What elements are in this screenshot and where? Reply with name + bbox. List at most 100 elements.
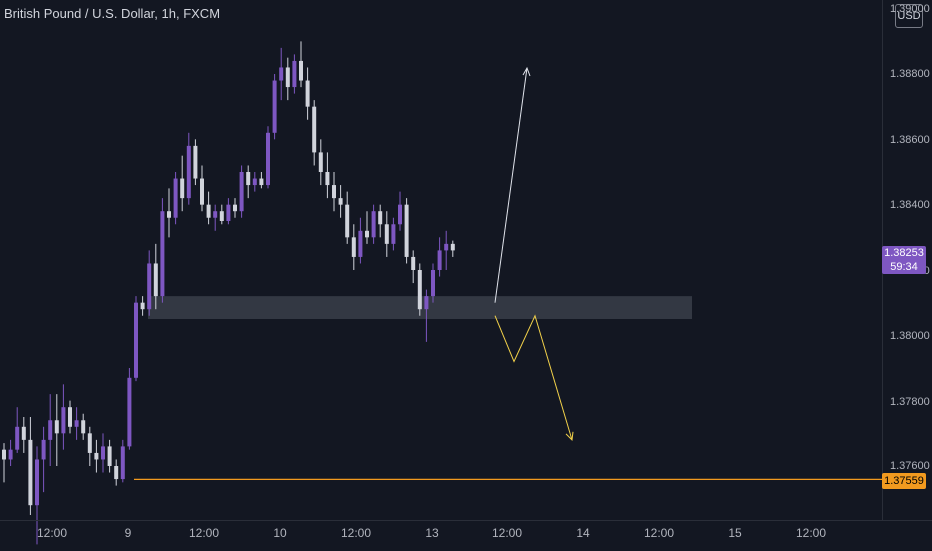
projection-up-arrow bbox=[494, 67, 528, 303]
candle-body bbox=[398, 204, 402, 225]
y-tick: 1.38000 bbox=[890, 330, 930, 342]
candle-body bbox=[318, 152, 323, 172]
candle-body bbox=[114, 466, 119, 480]
candle-body bbox=[272, 80, 277, 133]
candle-body bbox=[424, 296, 429, 310]
x-tick: 13 bbox=[425, 526, 439, 540]
candle-body bbox=[54, 420, 59, 434]
current-price-value: 1.38253 bbox=[884, 247, 924, 259]
y-tick: 1.37600 bbox=[890, 460, 930, 472]
candle-body bbox=[246, 172, 251, 186]
candle-body bbox=[74, 420, 79, 427]
candle-body bbox=[305, 80, 310, 107]
candle-body bbox=[239, 172, 244, 212]
x-tick: 15 bbox=[728, 526, 742, 540]
candle-body bbox=[160, 211, 165, 297]
candle-body bbox=[292, 60, 297, 88]
candle-body bbox=[259, 178, 264, 186]
candle-body bbox=[252, 178, 257, 186]
projection-down-arrowhead bbox=[565, 431, 574, 441]
x-tick: 12:00 bbox=[643, 526, 675, 540]
candle-body bbox=[87, 433, 92, 453]
candle-body bbox=[417, 270, 422, 310]
candle-body bbox=[437, 250, 442, 270]
y-tick: 1.38600 bbox=[890, 134, 930, 146]
candle-body bbox=[444, 243, 449, 251]
level-price-tag: 1.37559 bbox=[882, 473, 926, 489]
candle-body bbox=[28, 439, 33, 506]
candle-body bbox=[431, 270, 435, 297]
current-price-tag: 1.38253 59:34 bbox=[882, 246, 926, 274]
candle-body bbox=[378, 211, 383, 225]
x-tick: 12:00 bbox=[188, 526, 220, 540]
candle-body bbox=[384, 224, 389, 244]
currency-badge[interactable]: USD bbox=[895, 4, 923, 28]
candle-body bbox=[140, 302, 145, 310]
candle-body bbox=[391, 224, 396, 244]
chart-title: British Pound / U.S. Dollar, 1h, FXCM bbox=[4, 6, 221, 21]
candle-body bbox=[48, 420, 53, 440]
candle-body bbox=[358, 230, 363, 257]
candle-body bbox=[233, 204, 237, 212]
candle-body bbox=[101, 446, 105, 460]
candle-body bbox=[226, 204, 231, 221]
x-tick: 12:00 bbox=[36, 526, 68, 540]
x-tick: 12:00 bbox=[340, 526, 372, 540]
candle-body bbox=[266, 132, 270, 186]
candle-body bbox=[206, 204, 211, 218]
candle-body bbox=[325, 172, 330, 186]
candle-body bbox=[2, 449, 6, 460]
candle-body bbox=[61, 407, 66, 434]
x-tick: 12:00 bbox=[795, 526, 827, 540]
candle-body bbox=[371, 211, 376, 238]
candle-body bbox=[21, 426, 26, 440]
candle-body bbox=[153, 263, 158, 297]
y-tick: 1.37800 bbox=[890, 396, 930, 408]
candle-body bbox=[213, 211, 218, 218]
candle-body bbox=[134, 302, 138, 378]
y-tick: 1.38400 bbox=[890, 199, 930, 211]
candle-body bbox=[351, 237, 356, 257]
candle-body bbox=[279, 67, 284, 81]
y-tick: 1.39000 bbox=[890, 3, 930, 15]
candle-body bbox=[180, 178, 185, 199]
candle-body bbox=[332, 185, 336, 199]
candle-body bbox=[193, 145, 198, 179]
candle-body bbox=[8, 449, 13, 460]
candle-body bbox=[186, 145, 191, 199]
candle-body bbox=[345, 204, 350, 238]
candle-body bbox=[41, 439, 46, 460]
candle-body bbox=[68, 407, 72, 427]
candle-body bbox=[127, 377, 132, 447]
candle-body bbox=[404, 204, 409, 257]
candle-body bbox=[450, 243, 455, 251]
candle-body bbox=[120, 446, 125, 480]
candle-body bbox=[81, 420, 86, 434]
candle-body bbox=[338, 198, 343, 205]
candle-body bbox=[167, 211, 171, 218]
candle-body bbox=[35, 459, 39, 506]
x-tick: 9 bbox=[124, 526, 132, 540]
candle-body bbox=[312, 106, 317, 153]
candle-body bbox=[219, 211, 224, 221]
time-axis[interactable] bbox=[0, 520, 932, 551]
candle-body bbox=[147, 263, 152, 310]
candle-body bbox=[15, 426, 20, 450]
x-tick: 10 bbox=[273, 526, 287, 540]
candle-body bbox=[411, 256, 416, 270]
candle-body bbox=[94, 452, 99, 460]
x-tick: 14 bbox=[576, 526, 590, 540]
candle-body bbox=[200, 178, 204, 205]
candle-body bbox=[107, 446, 112, 466]
x-tick: 12:00 bbox=[491, 526, 523, 540]
y-tick: 1.38800 bbox=[890, 68, 930, 80]
candle-body bbox=[365, 230, 369, 238]
candle-body bbox=[173, 178, 178, 218]
bar-countdown: 59:34 bbox=[890, 261, 918, 273]
candle-body bbox=[299, 60, 303, 81]
projection-up-arrowhead bbox=[522, 66, 531, 77]
candle-body bbox=[285, 67, 290, 88]
projection-down-path bbox=[494, 314, 573, 441]
